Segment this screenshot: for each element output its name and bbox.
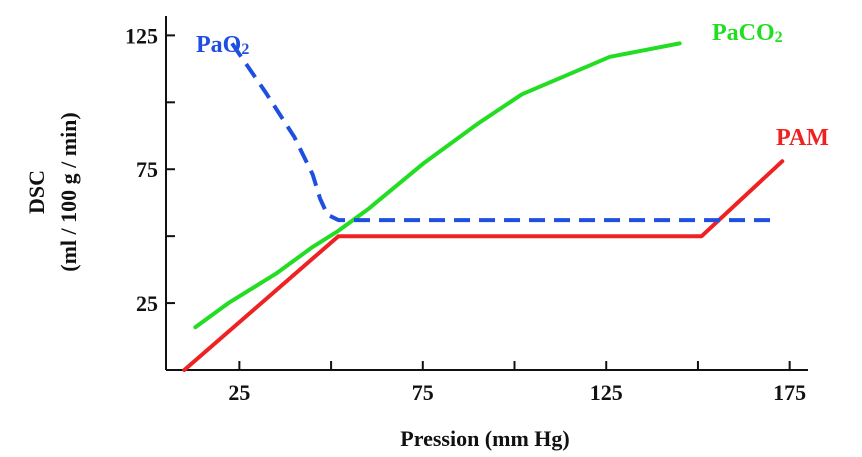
series-label-paco2: PaCO2 <box>712 20 783 46</box>
x-axis-title: Pression (mm Hg) <box>400 426 569 451</box>
series-label-pao2: PaO2 <box>196 32 249 58</box>
y-tick-label: 125 <box>125 23 158 48</box>
y-tick-label: 75 <box>136 157 158 182</box>
axes <box>165 16 808 371</box>
series-line-paco2 <box>193 41 682 330</box>
series-layer <box>182 41 785 372</box>
x-tick-label: 125 <box>590 380 623 405</box>
x-tick-label: 175 <box>773 380 806 405</box>
series-line-pao2 <box>230 42 772 223</box>
series-labels: PaO2 PaCO2 PAM <box>196 20 829 151</box>
y-axis-title: DSC (ml / 100 g / min) <box>24 112 81 272</box>
y-tick-label: 25 <box>136 291 158 316</box>
y-axis-title-line2: (ml / 100 g / min) <box>56 112 81 272</box>
series-label-pam: PAM <box>776 125 829 151</box>
y-axis-title-line1: DSC <box>24 170 49 214</box>
x-tick-label: 75 <box>412 380 434 405</box>
series-line-pam <box>182 159 785 372</box>
x-tick-label: 25 <box>228 380 250 405</box>
x-ticks: 25 75 125 175 <box>228 361 806 405</box>
y-ticks: 25 75 125 <box>125 23 175 316</box>
